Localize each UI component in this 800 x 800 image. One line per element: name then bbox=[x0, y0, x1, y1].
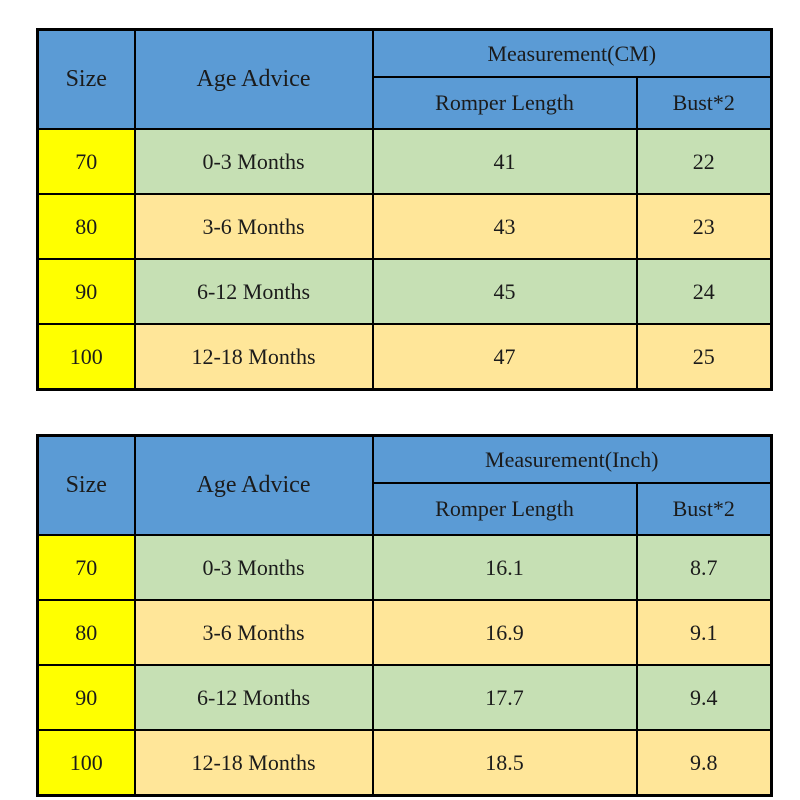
romper-length-cell: 16.1 bbox=[371, 534, 638, 601]
bust-cell: 8.7 bbox=[635, 534, 773, 601]
age-advice-cell: 0-3 Months bbox=[133, 128, 374, 195]
table-row: 90 6-12 Months 45 24 bbox=[36, 258, 773, 325]
bust-cell: 9.8 bbox=[635, 729, 773, 797]
size-chart-table-inch: Size Age Advice Measurement(Inch) Romper… bbox=[36, 434, 774, 797]
age-advice-cell: 12-18 Months bbox=[133, 729, 374, 797]
romper-length-cell: 43 bbox=[371, 193, 638, 260]
header-row-sub: Romper Length Bust*2 bbox=[38, 76, 773, 130]
size-cell: 80 bbox=[36, 193, 136, 260]
romper-length-cell: 47 bbox=[371, 323, 638, 391]
table-row: 70 0-3 Months 41 22 bbox=[36, 128, 773, 195]
size-cell: 90 bbox=[36, 664, 136, 731]
romper-length-column-header: Romper Length bbox=[371, 482, 638, 536]
bust-column-header: Bust*2 bbox=[635, 76, 773, 130]
table-row: 80 3-6 Months 43 23 bbox=[36, 193, 773, 260]
age-advice-cell: 0-3 Months bbox=[133, 534, 374, 601]
size-cell: 80 bbox=[36, 599, 136, 666]
bust-cell: 9.4 bbox=[635, 664, 773, 731]
header-row-main: Size Age Advice Measurement(Inch) bbox=[36, 434, 773, 536]
bust-cell: 23 bbox=[635, 193, 773, 260]
age-advice-cell: 6-12 Months bbox=[133, 664, 374, 731]
age-advice-cell: 3-6 Months bbox=[133, 599, 374, 666]
romper-length-cell: 41 bbox=[371, 128, 638, 195]
measurement-group-header: Measurement(CM) bbox=[371, 28, 773, 78]
header-row-main: Size Age Advice Measurement(CM) bbox=[36, 28, 773, 130]
romper-length-column-header: Romper Length bbox=[371, 76, 638, 130]
romper-length-cell: 18.5 bbox=[371, 729, 638, 797]
size-cell: 100 bbox=[36, 323, 136, 391]
romper-length-cell: 16.9 bbox=[371, 599, 638, 666]
table-row: 90 6-12 Months 17.7 9.4 bbox=[36, 664, 773, 731]
size-chart-table-cm: Size Age Advice Measurement(CM) Romper L… bbox=[36, 28, 773, 391]
size-cell: 70 bbox=[36, 128, 136, 195]
table-row: 100 12-18 Months 47 25 bbox=[36, 323, 773, 391]
size-column-header: Size bbox=[36, 434, 136, 536]
size-cell: 100 bbox=[36, 729, 136, 797]
romper-length-cell: 17.7 bbox=[371, 664, 638, 731]
table-row: 80 3-6 Months 16.9 9.1 bbox=[36, 599, 773, 666]
age-advice-column-header: Age Advice bbox=[133, 434, 374, 536]
size-column-header: Size bbox=[36, 28, 136, 130]
measurement-group-header: Measurement(Inch) bbox=[371, 434, 773, 484]
age-advice-cell: 3-6 Months bbox=[133, 193, 374, 260]
table-row: 100 12-18 Months 18.5 9.8 bbox=[36, 729, 773, 797]
bust-cell: 25 bbox=[635, 323, 773, 391]
header-row-sub: Romper Length Bust*2 bbox=[38, 482, 773, 536]
age-advice-column-header: Age Advice bbox=[133, 28, 374, 130]
age-advice-cell: 6-12 Months bbox=[133, 258, 374, 325]
table-row: 70 0-3 Months 16.1 8.7 bbox=[36, 534, 773, 601]
size-cell: 70 bbox=[36, 534, 136, 601]
romper-length-cell: 45 bbox=[371, 258, 638, 325]
bust-cell: 9.1 bbox=[635, 599, 773, 666]
bust-cell: 24 bbox=[635, 258, 773, 325]
size-cell: 90 bbox=[36, 258, 136, 325]
age-advice-cell: 12-18 Months bbox=[133, 323, 374, 391]
bust-cell: 22 bbox=[635, 128, 773, 195]
bust-column-header: Bust*2 bbox=[635, 482, 773, 536]
